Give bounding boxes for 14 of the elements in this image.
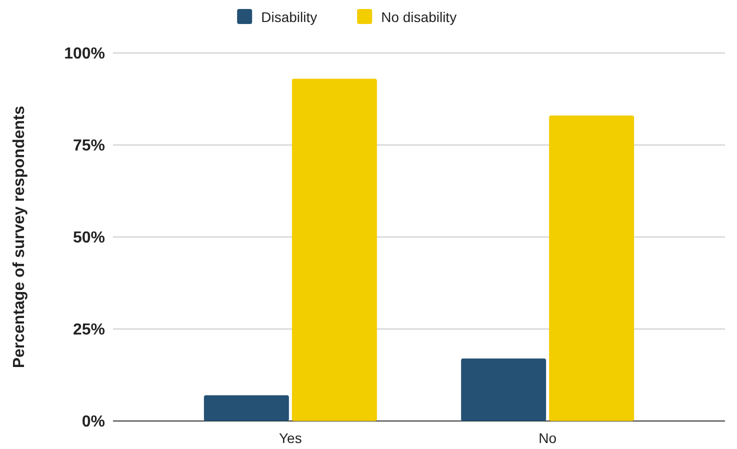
y-tick-label: 100% xyxy=(64,46,105,63)
bar xyxy=(549,116,634,421)
bar xyxy=(204,395,289,421)
legend-label: Disability xyxy=(261,8,318,25)
bar xyxy=(461,358,546,421)
y-tick-label: 50% xyxy=(72,230,105,247)
bar xyxy=(292,78,377,421)
y-axis-title: Percentage of survey respondents xyxy=(11,106,28,368)
x-tick-label: Yes xyxy=(279,430,302,446)
y-tick-label: 0% xyxy=(82,414,105,431)
y-tick-label: 75% xyxy=(72,138,105,155)
legend-label: No disability xyxy=(381,8,457,25)
x-tick-label: No xyxy=(538,430,557,446)
y-tick-label: 25% xyxy=(72,322,105,339)
